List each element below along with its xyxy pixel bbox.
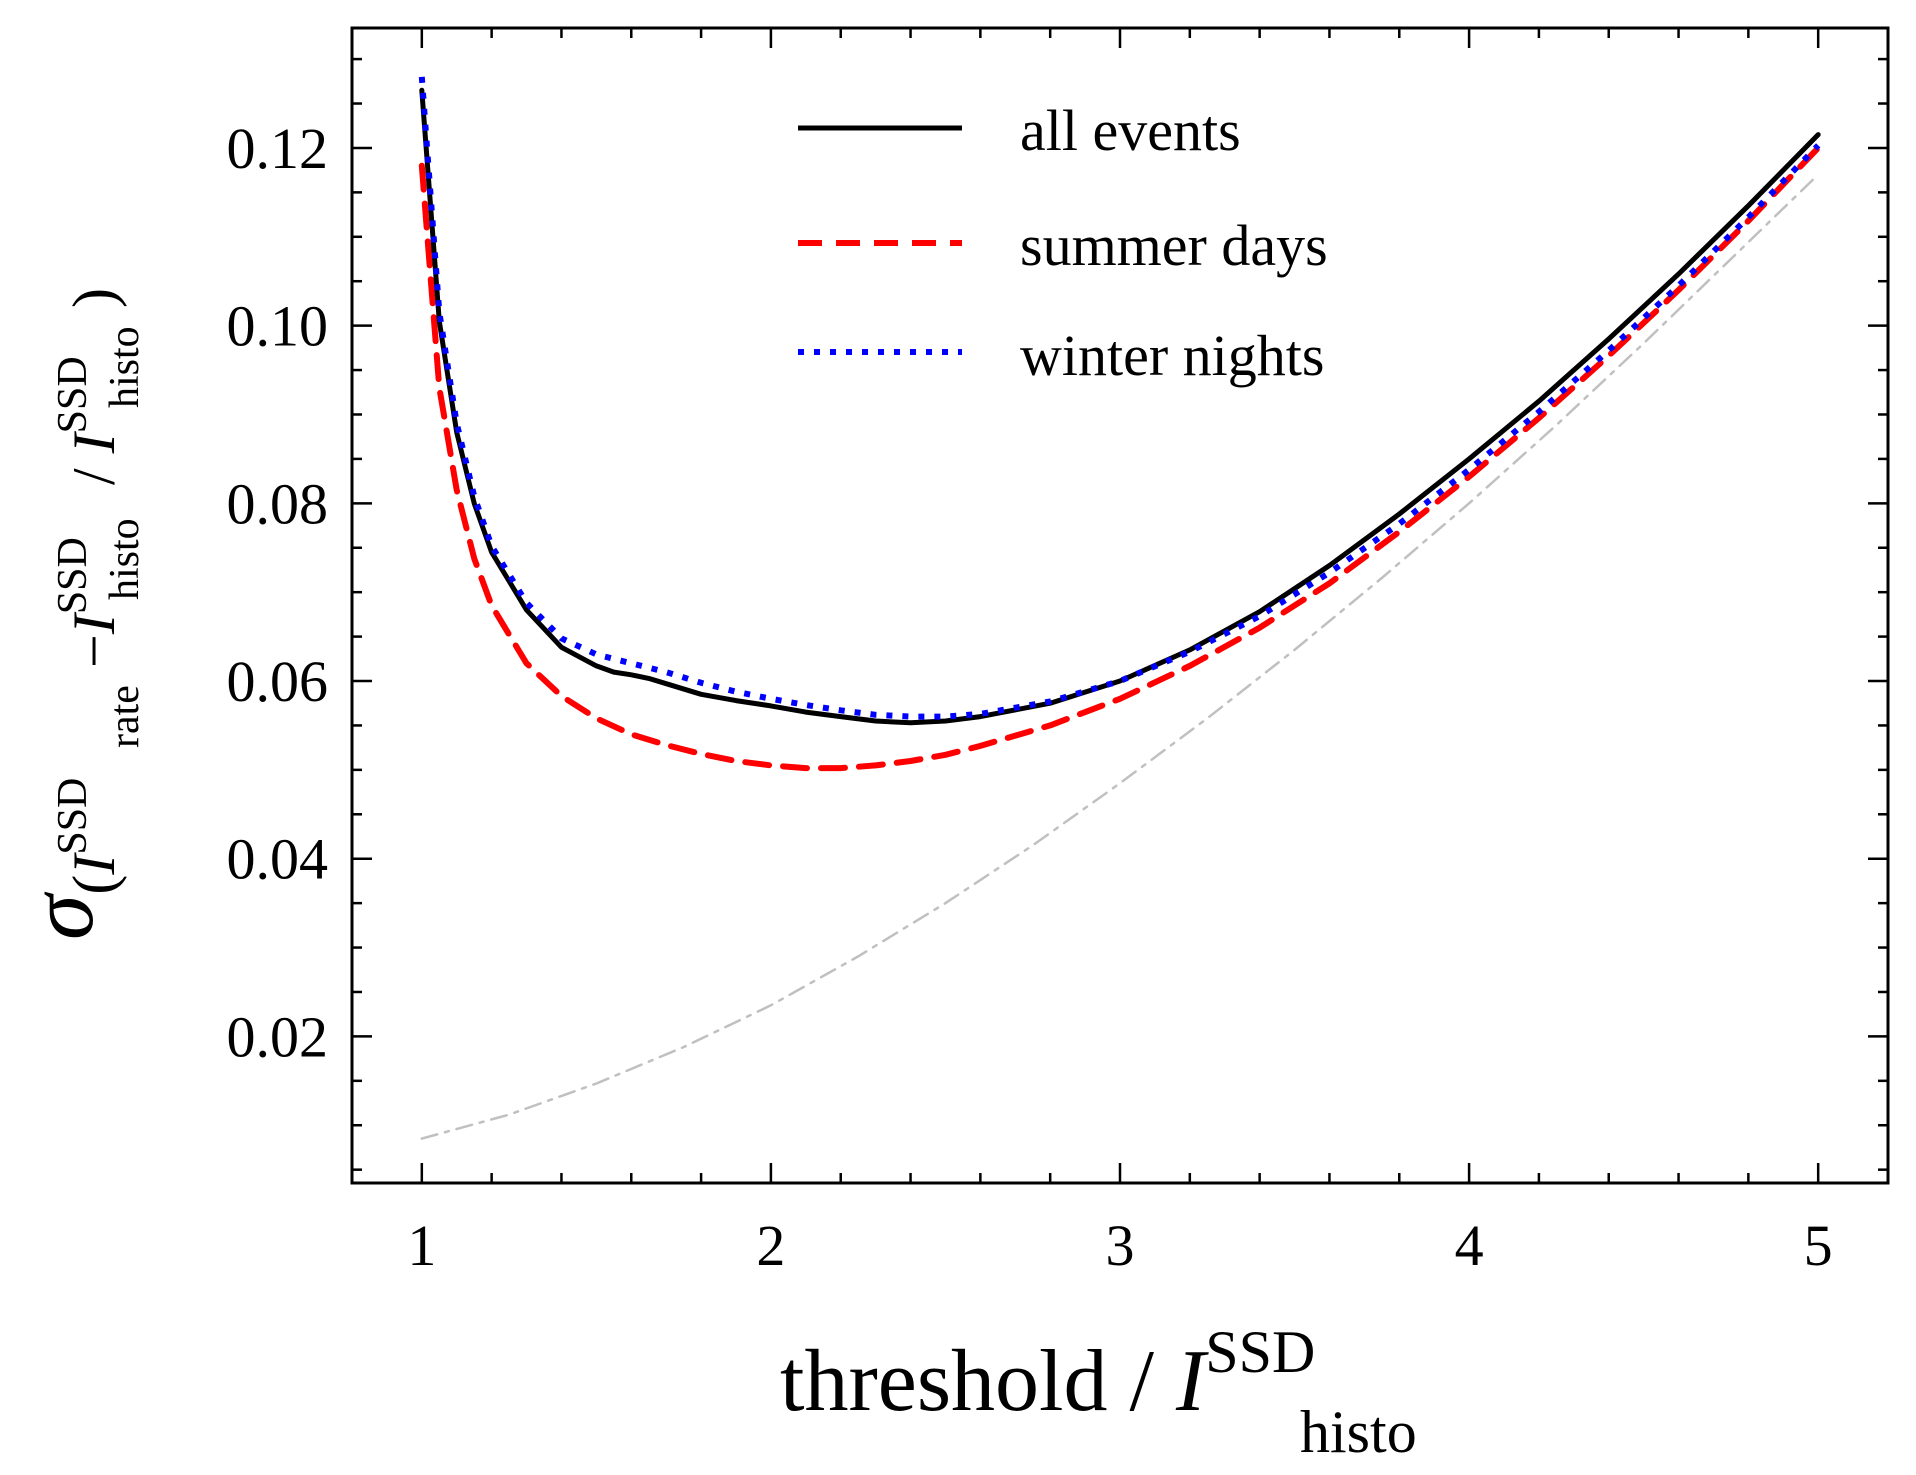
y-axis-label-slash: / [61,453,127,500]
x-axis-label-sub: histo [1300,1399,1417,1465]
y-tick-label: 0.02 [227,1004,329,1069]
x-axis-label-sup: SSD [1205,1319,1315,1385]
x-tick-label: 5 [1804,1213,1833,1278]
y-axis-label-minus: − [61,634,127,668]
y-axis-label-open: ( [61,875,127,895]
y-tick-label: 0.10 [227,294,329,359]
y-axis-label-close: ) [61,288,127,308]
y-axis-label-sub3: histo [102,326,148,408]
legend-label-winter-nights: winter nights [1020,323,1324,388]
x-axis-label: threshold / ISSD histo [780,1319,1417,1465]
y-tick-label: 0.04 [227,827,329,892]
y-axis-label-symbol3: I [61,430,127,454]
series-layer [418,76,1822,1140]
x-tick-label: 3 [1106,1213,1135,1278]
legend-label-summer-days: summer days [1020,213,1328,278]
x-axis-label-main: threshold / [780,1333,1176,1430]
x-tick-label: 2 [756,1213,785,1278]
series-line-reference [420,173,1820,1140]
x-axis-label-symbol: I [1175,1333,1209,1430]
legend: all events summer days winter nights [798,98,1328,388]
y-axis-label-sub1: rate [102,685,148,748]
y-tick-label: 0.06 [227,649,329,714]
y-axis-label-sup1: SSD [50,778,96,855]
series-line-winter-nights [418,76,1821,720]
y-axis-label-sup2: SSD [50,537,96,614]
series-line-all-events [419,87,1821,726]
plot-frame [350,26,1890,1185]
legend-label-all-events: all events [1020,98,1241,163]
ticks-layer [350,28,1890,1183]
y-axis-label-symbol2: I [61,611,127,635]
y-axis-label-sub2: histo [102,518,148,600]
y-axis-label-symbol1: I [61,852,127,876]
series-line-summer-days [418,144,1822,772]
y-tick-label: 0.12 [227,116,329,181]
y-tick-label: 0.08 [227,471,329,536]
y-axis-label-sup3: SSD [50,356,96,433]
x-tick-label: 4 [1455,1213,1484,1278]
y-axis-label: σ(ISSDrate−ISSD histo / ISSD histo) [10,288,148,940]
x-tick-label: 1 [407,1213,436,1278]
tick-labels-layer: 1 2 3 4 5 0.02 0.04 0.06 0.08 0.10 0.12 [227,116,1833,1278]
y-axis-label-sigma: σ [10,891,112,940]
